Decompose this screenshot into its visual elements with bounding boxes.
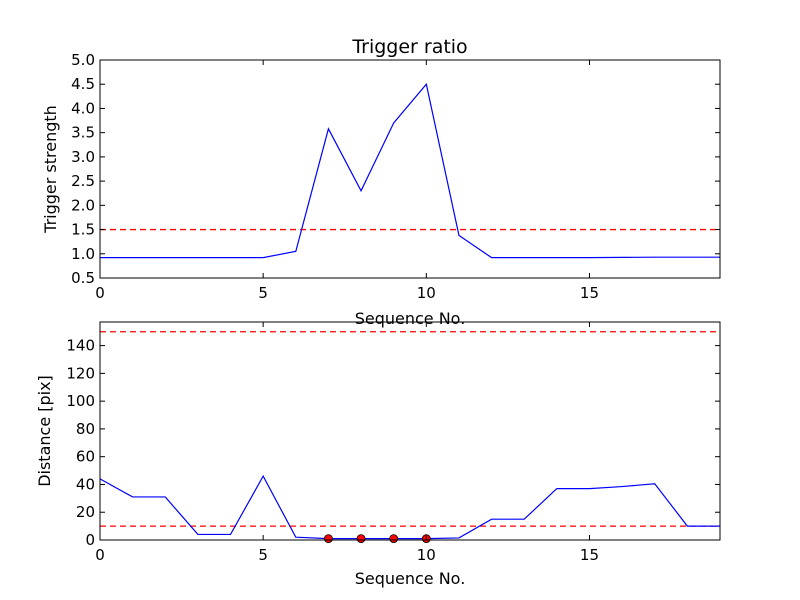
- trigger-ratio-x-tick-label: 0: [95, 284, 105, 302]
- distance-y-tick-label: 120: [66, 364, 95, 382]
- distance-x-tick-label: 15: [580, 546, 599, 564]
- trigger-ratio-axes-frame: [99, 59, 721, 279]
- distance-plot-area: [99, 331, 720, 544]
- distance-y-tick-label: 100: [66, 392, 95, 410]
- trigger-ratio-y-tick-label: 3.5: [71, 124, 95, 142]
- distance-ticks: 0 5 10 15 0 20 40 60 80 100 120 140: [66, 322, 720, 564]
- distance-marker-0: [324, 534, 333, 544]
- distance-x-tick-label: 5: [258, 546, 268, 564]
- distance-y-tick-label: 140: [66, 337, 95, 355]
- trigger-ratio-x-axis-label: Sequence No.: [355, 309, 466, 328]
- distance-subplot: 0 5 10 15 0 20 40 60 80 100 120 140 Sequence No. Di…: [35, 321, 721, 588]
- distance-y-axis-label: Distance [pix]: [35, 375, 54, 487]
- trigger-ratio-x-tick-label: 15: [580, 284, 599, 302]
- trigger-ratio-y-tick-label: 1.0: [71, 245, 95, 263]
- distance-series-line-0: [99, 474, 720, 540]
- distance-y-tick-label: 80: [76, 420, 95, 438]
- distance-marker-2: [389, 534, 399, 544]
- chart-title: Trigger ratio: [351, 36, 467, 58]
- trigger-ratio-ticks: 0 5 10 15 0.5 1.0 1.5 2.0 2.5 3.0 3.5 4.0 4.5 5.0: [71, 51, 720, 302]
- trigger-ratio-series-line-0: [100, 82, 720, 259]
- distance-axes-frame: [99, 321, 721, 541]
- distance-x-tick-label: 0: [95, 546, 105, 564]
- trigger-ratio-y-tick-label: 5.0: [71, 51, 95, 69]
- trigger-ratio-y-tick-label: 2.5: [71, 172, 95, 190]
- distance-y-tick-label: 60: [76, 448, 95, 466]
- trigger-ratio-y-tick-label: 2.0: [71, 196, 95, 214]
- trigger-ratio-y-tick-label: 0.5: [71, 269, 95, 287]
- distance-y-tick-label: 40: [76, 475, 95, 493]
- trigger-ratio-y-tick-label: 4.0: [71, 99, 95, 117]
- trigger-ratio-subplot: Trigger ratio 0 5 10 15 0.5 1.0 1.5 2.0 2.5 3.0 3.…: [41, 36, 721, 328]
- distance-marker-1: [356, 534, 366, 544]
- trigger-ratio-y-tick-label: 3.0: [71, 148, 95, 166]
- distance-y-tick-label: 0: [85, 531, 95, 549]
- trigger-ratio-y-tick-label: 1.5: [71, 221, 95, 239]
- distance-x-axis-label: Sequence No.: [355, 569, 466, 588]
- distance-x-tick-label: 10: [417, 546, 436, 564]
- distance-y-tick-label: 20: [76, 503, 95, 521]
- trigger-ratio-y-tick-label: 4.5: [71, 75, 95, 93]
- trigger-ratio-y-axis-label: Trigger strength: [41, 105, 60, 234]
- trigger-ratio-x-tick-label: 10: [417, 284, 436, 302]
- trigger-ratio-plot-area: [100, 82, 720, 259]
- trigger-ratio-x-tick-label: 5: [258, 284, 268, 302]
